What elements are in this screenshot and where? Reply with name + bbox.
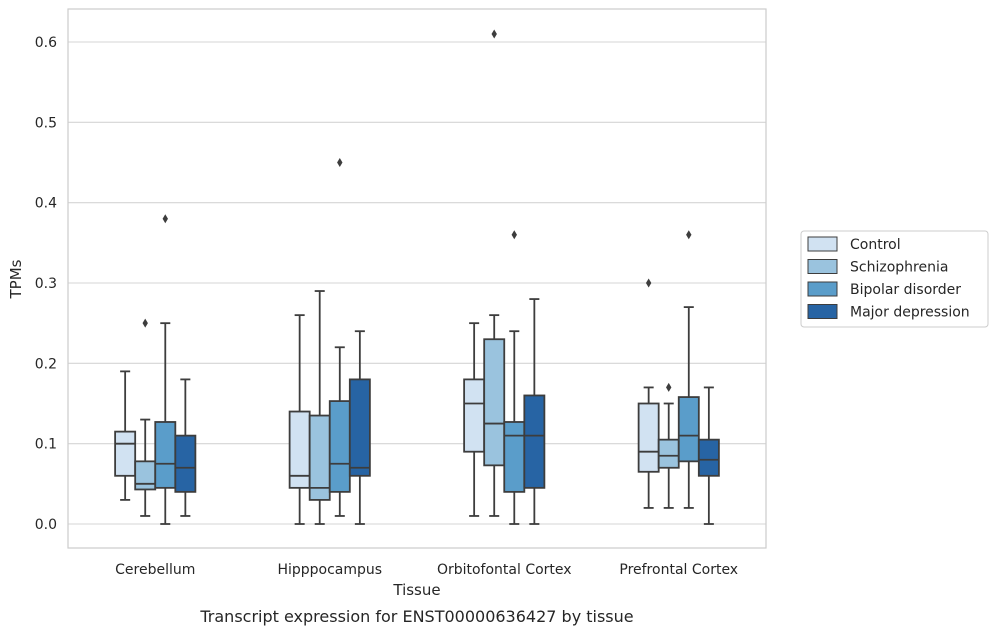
y-tick-label: 0.5 [35,115,57,131]
x-tick-label: Orbitofontal Cortex [437,562,572,578]
box-group [114,370,137,501]
x-axis-label: Tissue [392,581,440,599]
box [463,378,486,453]
box-group [308,290,331,525]
outlier-point [162,214,168,224]
legend-swatch [807,236,838,252]
box-group [463,322,486,517]
legend-swatch [807,281,838,297]
box-group [523,298,546,525]
legend-entry: Bipolar disorder [850,282,961,298]
x-tick-label: Prefrontal Cortex [619,562,738,578]
y-tick-label: 0.1 [35,437,57,453]
box-group [503,230,526,525]
box [677,396,700,463]
box-group [348,330,371,525]
box-group [288,314,311,525]
chart-caption: Transcript expression for ENST0000063642… [199,607,633,626]
y-tick-label: 0.4 [35,196,57,212]
x-tick-label: Hipppocampus [277,562,382,578]
y-tick-label: 0.6 [35,35,57,51]
box [174,434,197,493]
box-layer [114,29,720,525]
legend-swatch [807,259,838,274]
box [154,421,177,489]
outlier-point [511,230,517,240]
box [134,460,157,491]
box [328,400,351,493]
box [483,338,506,467]
outlier-point [666,382,672,392]
outlier-point [337,158,343,167]
legend-entry: Major depression [850,305,970,321]
box [523,394,546,489]
box-group [154,214,177,525]
box-group [134,318,157,517]
legend: Control Schizophrenia Bipolar disorder Majo… [800,230,989,328]
legend-swatch [807,304,838,319]
box-group [483,29,506,517]
box [503,421,526,493]
box-group [637,278,660,509]
outlier-point [686,230,692,240]
box [657,438,680,469]
box-group [697,386,720,525]
box [637,402,660,473]
box [114,430,137,477]
outlier-point [491,29,497,39]
legend-entry: Schizophrenia [850,260,948,276]
legend-frame [800,230,989,328]
outlier-point [142,318,148,328]
box-group [174,378,197,517]
box-group [677,230,700,509]
box-group [657,382,680,509]
box [697,438,720,477]
box [348,378,371,477]
x-tick-label: Cerebellum [115,562,195,578]
y-tick-label: 0.2 [35,356,57,372]
y-axis-ticks: 0.0 0.1 0.2 0.3 0.4 0.5 0.6 [35,35,57,533]
plot-area-frame [67,8,767,549]
y-tick-label: 0.0 [35,517,57,533]
box-group [328,158,351,517]
outlier-point [645,278,652,288]
x-axis-ticks: Cerebellum Hipppocampus Orbitofontal Corte… [115,562,738,578]
y-tick-label: 0.3 [35,276,57,292]
legend-items: Control Schizophrenia Bipolar disorder Majo… [807,236,970,321]
legend-entry: Control [850,237,901,253]
y-axis-label: TPMs [7,259,25,299]
